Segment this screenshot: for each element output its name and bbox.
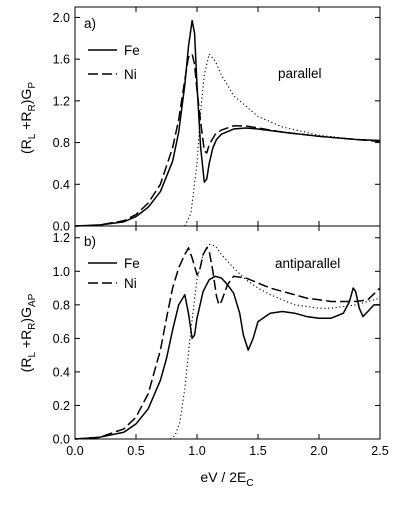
y-tick-label: 1.2 <box>53 231 70 245</box>
y-axis-label-antiparallel: (RL +RR)GAP <box>18 293 38 372</box>
series-group-parallel <box>74 19 381 227</box>
panel-tag-a: a) <box>84 16 96 31</box>
mode-label-antiparallel: antiparallel <box>275 256 340 271</box>
x-axis-label: eV / 2EC <box>200 469 253 489</box>
series-line-dotted <box>169 243 381 440</box>
plot-frame-antiparallel <box>74 225 381 440</box>
plot-frame-parallel <box>74 6 381 227</box>
y-tick-label: 0.0 <box>53 433 70 447</box>
series-line-ni <box>74 53 381 227</box>
panel-parallel: 0.0 0.4 0.8 1.2 1.6 2.0 a) parallel Fe Ni (RL… <box>18 6 381 234</box>
x-tick-label: 2.0 <box>310 444 327 458</box>
legend-label-fe: Fe <box>124 256 140 271</box>
x-tick-label: 2.5 <box>371 444 388 458</box>
legend-antiparallel: Fe Ni <box>88 256 140 291</box>
legend-label-ni: Ni <box>124 276 137 291</box>
legend-parallel: Fe Ni <box>88 43 140 82</box>
x-tick-label: 1.0 <box>188 444 205 458</box>
y-tick-label: 0.2 <box>53 399 70 413</box>
y-axis-label-parallel: (RL +RR)GP <box>18 82 38 154</box>
y-tick-label: 0.8 <box>53 298 70 312</box>
x-tick-label: 0.0 <box>66 444 83 458</box>
y-tick-label: 1.0 <box>53 265 70 279</box>
x-tick-label: 1.5 <box>249 444 266 458</box>
y-tick-label: 0.6 <box>53 332 70 346</box>
series-group-antiparallel <box>74 243 381 440</box>
y-tick-label: 1.2 <box>53 94 70 108</box>
y-tick-label: 1.6 <box>53 53 70 67</box>
xy-ticks-antiparallel: 0.0 0.2 0.4 0.6 0.8 1.0 1.2 0.0 0.5 1.0 1.5 2.0 2.5 <box>53 226 389 458</box>
mode-label-parallel: parallel <box>278 66 322 81</box>
y-tick-label: 0.4 <box>53 365 70 379</box>
y-tick-label: 0.8 <box>53 136 70 150</box>
series-line-dotted <box>184 53 381 227</box>
series-line-fe <box>74 19 381 227</box>
series-line-fe <box>74 275 380 440</box>
legend-label-fe: Fe <box>124 43 140 58</box>
y-tick-label: 2.0 <box>53 11 70 25</box>
panel-tag-b: b) <box>84 234 96 249</box>
series-line-ni <box>74 247 381 440</box>
y-tick-label: 0.4 <box>53 178 70 192</box>
y-ticks-parallel: 0.0 0.4 0.8 1.2 1.6 2.0 <box>53 7 381 234</box>
legend-label-ni: Ni <box>124 67 137 82</box>
y-tick-label: 0.0 <box>53 220 70 234</box>
panel-antiparallel: 0.00.20.40.60.81.01.20.0 0.5 1.0 1.5 2.0 2.5 … <box>18 225 389 489</box>
x-tick-label: 0.5 <box>127 444 144 458</box>
